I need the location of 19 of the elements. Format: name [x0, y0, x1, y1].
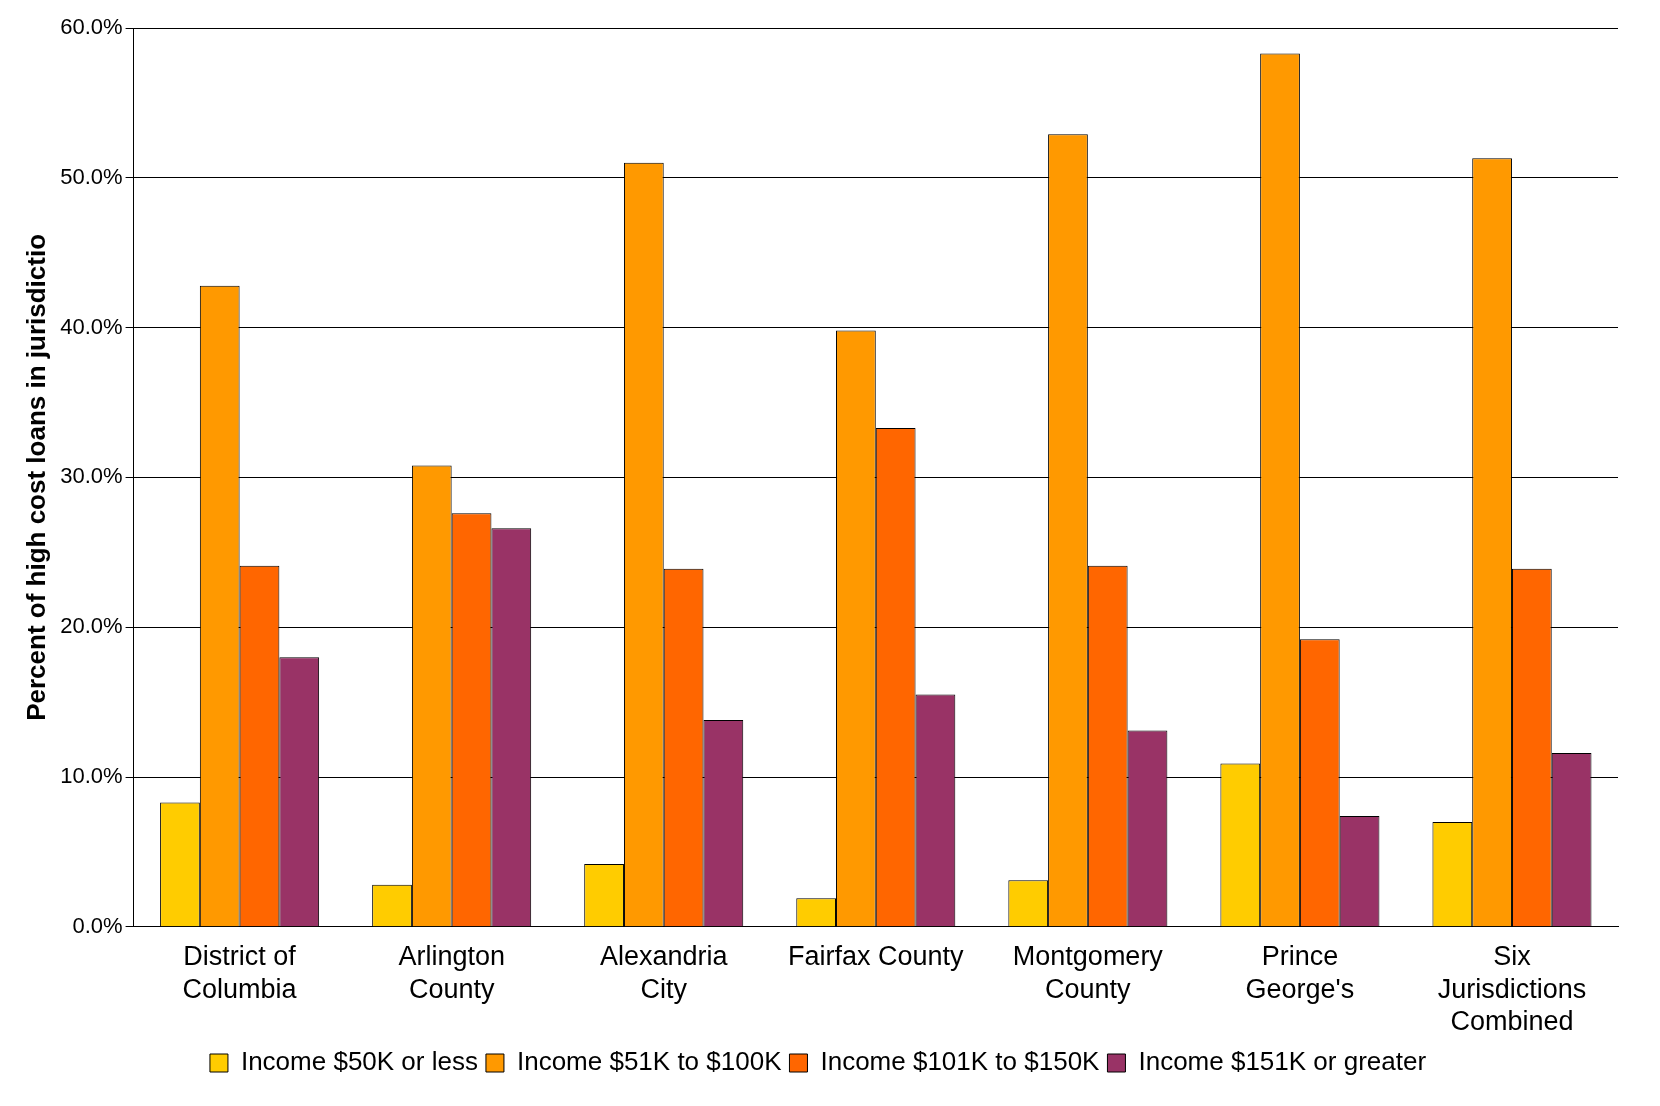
x-tick-label: Arlington County — [398, 941, 505, 1004]
y-tick-label: 10.0% — [60, 763, 123, 789]
legend-label: Income $51K to $100K — [516, 1046, 783, 1077]
y-tick-label: 40.0% — [60, 313, 123, 339]
x-tick-label: Six Jurisdictions Combined — [1437, 941, 1587, 1037]
x-tick-label: District of Columbia — [182, 941, 298, 1004]
x-tick-label: Prince George's — [1245, 941, 1355, 1004]
x-tick-label: Montgomery County — [1012, 941, 1164, 1004]
y-tick-label: 0.0% — [72, 912, 123, 938]
x-tick-label: Fairfax County — [788, 941, 965, 972]
y-tick-label: 30.0% — [60, 463, 123, 489]
x-tick-label: Alexandria City — [599, 941, 729, 1004]
y-tick-label: 20.0% — [60, 613, 123, 639]
y-tick-label: 50.0% — [60, 163, 123, 189]
legend-label: Income $101K to $150K — [820, 1046, 1101, 1077]
y-tick-label: 60.0% — [60, 14, 123, 40]
legend-label: Income $151K or greater — [1138, 1046, 1427, 1077]
legend-label: Income $50K or less — [240, 1046, 478, 1077]
y-axis-title: Percent of high cost loans in jurisdictio — [20, 233, 51, 721]
